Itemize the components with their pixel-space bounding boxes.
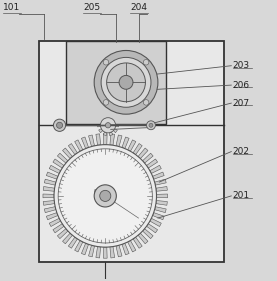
Polygon shape (99, 129, 103, 133)
Polygon shape (68, 144, 78, 155)
Polygon shape (143, 153, 153, 163)
Polygon shape (153, 213, 164, 220)
Circle shape (103, 100, 109, 105)
Polygon shape (49, 165, 61, 173)
Polygon shape (157, 194, 168, 198)
Polygon shape (138, 233, 148, 244)
Polygon shape (147, 224, 158, 233)
Circle shape (107, 63, 145, 102)
Circle shape (57, 122, 63, 128)
Polygon shape (75, 140, 83, 151)
Polygon shape (109, 132, 113, 136)
Polygon shape (44, 207, 56, 213)
Polygon shape (153, 172, 164, 179)
Text: 101: 101 (3, 3, 20, 12)
Circle shape (105, 123, 111, 128)
Circle shape (143, 100, 149, 105)
Polygon shape (99, 118, 103, 122)
Circle shape (54, 145, 157, 247)
Polygon shape (128, 241, 136, 252)
Polygon shape (89, 135, 94, 146)
Text: 206: 206 (233, 81, 250, 90)
Polygon shape (96, 246, 101, 258)
Polygon shape (43, 187, 55, 191)
Circle shape (101, 57, 151, 107)
Circle shape (149, 123, 153, 127)
Polygon shape (156, 187, 167, 191)
Polygon shape (113, 129, 117, 133)
Circle shape (143, 60, 149, 65)
Polygon shape (138, 148, 148, 158)
Polygon shape (150, 165, 161, 173)
Polygon shape (81, 243, 89, 255)
Bar (39, 41, 224, 262)
Text: 203: 203 (233, 61, 250, 70)
Text: 204: 204 (130, 3, 147, 12)
Polygon shape (110, 246, 115, 258)
Polygon shape (133, 144, 142, 155)
Circle shape (103, 60, 109, 65)
Polygon shape (49, 218, 61, 226)
Polygon shape (122, 137, 129, 149)
Polygon shape (113, 118, 117, 122)
Polygon shape (155, 207, 166, 213)
Text: 201: 201 (233, 191, 250, 200)
Polygon shape (68, 237, 78, 248)
Polygon shape (98, 124, 101, 127)
Polygon shape (143, 229, 153, 239)
Circle shape (101, 118, 116, 133)
Polygon shape (96, 134, 101, 145)
Polygon shape (43, 201, 55, 205)
Polygon shape (133, 237, 142, 248)
Circle shape (100, 190, 111, 201)
Polygon shape (116, 245, 122, 257)
Polygon shape (155, 179, 166, 185)
Polygon shape (43, 194, 54, 198)
Polygon shape (57, 229, 68, 239)
Polygon shape (103, 133, 107, 145)
Polygon shape (53, 159, 64, 168)
Polygon shape (103, 247, 107, 258)
Text: REFLARE: REFLARE (94, 189, 116, 194)
Polygon shape (116, 135, 122, 146)
Text: 205: 205 (83, 3, 100, 12)
Polygon shape (110, 134, 115, 145)
Circle shape (53, 119, 66, 131)
Polygon shape (109, 115, 113, 119)
Polygon shape (53, 224, 64, 233)
Polygon shape (103, 115, 107, 119)
Text: 207: 207 (233, 99, 250, 108)
Circle shape (94, 51, 158, 114)
Polygon shape (81, 137, 89, 149)
Text: 202: 202 (233, 147, 250, 156)
Polygon shape (46, 213, 58, 220)
Polygon shape (156, 201, 167, 205)
Circle shape (94, 185, 116, 207)
Polygon shape (147, 159, 158, 168)
Polygon shape (57, 153, 68, 163)
Polygon shape (103, 132, 107, 136)
Polygon shape (122, 243, 129, 255)
Polygon shape (89, 245, 94, 257)
Polygon shape (63, 148, 73, 158)
Circle shape (147, 121, 155, 130)
Polygon shape (44, 179, 56, 185)
Polygon shape (75, 241, 83, 252)
Polygon shape (46, 172, 58, 179)
Polygon shape (128, 140, 136, 151)
Bar (66, 41, 166, 124)
Circle shape (58, 149, 152, 243)
Circle shape (119, 75, 133, 89)
Polygon shape (150, 218, 161, 226)
Polygon shape (63, 233, 73, 244)
Polygon shape (116, 124, 119, 127)
